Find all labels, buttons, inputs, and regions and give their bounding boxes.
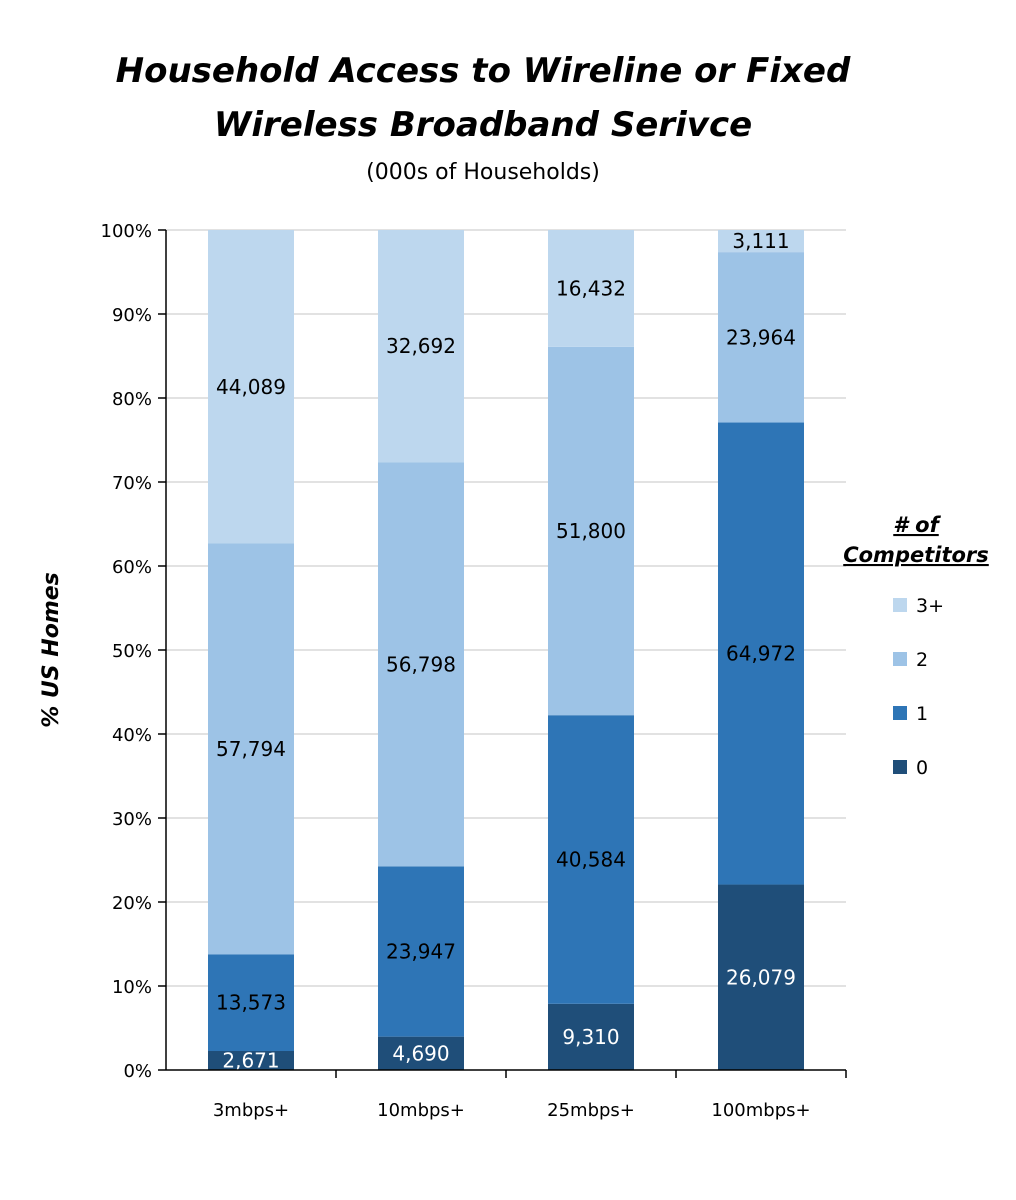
y-tick-label: 80%	[112, 389, 152, 410]
x-tick-label: 10mbps+	[377, 1100, 465, 1121]
legend-items: 3+ 2 1 0	[893, 595, 944, 779]
chart-title-line-1: Household Access to Wireline or Fixed	[116, 51, 851, 91]
bar-segment-3plus	[718, 230, 804, 253]
y-axis-label: % US Homes	[39, 572, 64, 728]
y-axis-ticks: 0% 10% 20% 30% 40% 50% 60% 70% 80% 90% 100%	[101, 221, 166, 1082]
data-label: 23,964	[726, 325, 796, 349]
data-label: 13,573	[216, 991, 286, 1015]
legend-label: 1	[916, 703, 928, 725]
y-tick-label: 50%	[112, 641, 152, 662]
y-tick-label: 30%	[112, 809, 152, 830]
legend-swatch	[893, 598, 907, 612]
bar-segment-1	[548, 715, 634, 1004]
data-labels: 2,671 13,573 57,794 44,089 4,690 23,947 56,798…	[216, 229, 796, 1072]
bar-segment-2	[548, 346, 634, 716]
data-label: 40,584	[556, 847, 626, 871]
bar-segment-3plus	[208, 230, 294, 544]
y-tick-label: 20%	[112, 893, 152, 914]
bar-segment-0	[378, 1036, 464, 1070]
chart-title: Household Access to Wireline or Fixed Wi…	[116, 51, 851, 145]
legend-swatch	[893, 652, 907, 666]
bars	[208, 230, 804, 1070]
y-tick-label: 60%	[112, 557, 152, 578]
legend-title-line-1: # of	[893, 513, 941, 537]
bar-segment-3plus	[548, 230, 634, 347]
x-axis-ticks: 3mbps+ 10mbps+ 25mbps+ 100mbps+	[213, 1070, 847, 1121]
x-tick-label: 25mbps+	[547, 1100, 635, 1121]
legend: # of Competitors 3+ 2 1 0	[843, 513, 989, 779]
legend-swatch	[893, 760, 907, 774]
legend-label: 0	[916, 757, 928, 779]
data-label: 16,432	[556, 276, 626, 300]
x-tick-label: 100mbps+	[711, 1100, 810, 1121]
legend-label: 3+	[916, 595, 944, 617]
bar-segment-1	[378, 866, 464, 1037]
data-label: 57,794	[216, 737, 286, 761]
data-label: 26,079	[726, 965, 796, 989]
bar-segment-0	[718, 884, 804, 1070]
bar-segment-0	[548, 1003, 634, 1070]
bar-segment-2	[378, 462, 464, 867]
bar-segment-3plus	[378, 230, 464, 463]
data-label: 4,690	[392, 1041, 449, 1065]
y-tick-label: 70%	[112, 473, 152, 494]
data-label: 44,089	[216, 375, 286, 399]
data-label: 2,671	[222, 1049, 279, 1073]
data-label: 32,692	[386, 334, 456, 358]
legend-swatch	[893, 706, 907, 720]
legend-label: 2	[916, 649, 928, 671]
y-tick-label: 100%	[101, 221, 152, 242]
chart-subtitle: (000s of Households)	[366, 160, 600, 185]
bar-segment-1	[208, 954, 294, 1052]
legend-title-line-2: Competitors	[843, 543, 989, 567]
y-tick-label: 0%	[123, 1061, 152, 1082]
y-tick-label: 40%	[112, 725, 152, 746]
y-tick-label: 90%	[112, 305, 152, 326]
data-label: 23,947	[386, 940, 456, 964]
data-label: 9,310	[562, 1025, 619, 1049]
bar-segment-1	[718, 422, 804, 885]
bar-segment-0	[208, 1051, 294, 1070]
x-tick-label: 3mbps+	[213, 1100, 289, 1121]
data-label: 51,800	[556, 519, 626, 543]
data-label: 56,798	[386, 652, 456, 676]
data-label: 3,111	[732, 229, 789, 253]
y-tick-label: 10%	[112, 977, 152, 998]
bar-segment-2	[208, 543, 294, 955]
bar-segment-2	[718, 252, 804, 423]
data-label: 64,972	[726, 642, 796, 666]
chart-title-line-2: Wireless Broadband Serivce	[214, 105, 752, 145]
